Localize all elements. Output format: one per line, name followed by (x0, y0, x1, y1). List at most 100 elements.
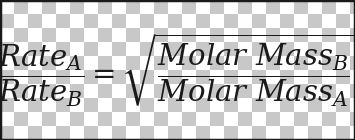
Bar (14, 98, 28, 112)
Bar (140, 112, 154, 126)
Bar (126, 42, 140, 56)
Bar (252, 0, 266, 14)
Bar (56, 70, 70, 84)
Text: $\dfrac{\mathit{Rate}_A}{\mathit{Rate}_B} = \sqrt{\dfrac{\mathit{Molar\ Mass}_B}: $\dfrac{\mathit{Rate}_A}{\mathit{Rate}_B… (0, 31, 355, 109)
Bar (140, 56, 154, 70)
Bar (210, 28, 224, 42)
Bar (42, 98, 56, 112)
Bar (14, 14, 28, 28)
Bar (154, 98, 168, 112)
Bar (336, 0, 350, 14)
Bar (350, 70, 355, 84)
Bar (224, 126, 238, 140)
Bar (56, 126, 70, 140)
Bar (140, 0, 154, 14)
Bar (28, 28, 42, 42)
Bar (238, 28, 252, 42)
Bar (266, 98, 280, 112)
Bar (98, 126, 112, 140)
Bar (84, 126, 98, 140)
Bar (98, 42, 112, 56)
Bar (42, 112, 56, 126)
Bar (266, 56, 280, 70)
Bar (308, 42, 322, 56)
Bar (196, 70, 210, 84)
Bar (14, 56, 28, 70)
Bar (182, 0, 196, 14)
Bar (224, 14, 238, 28)
Bar (28, 56, 42, 70)
Bar (0, 0, 14, 14)
Bar (280, 56, 294, 70)
Bar (84, 84, 98, 98)
Bar (42, 84, 56, 98)
Bar (70, 84, 84, 98)
Bar (168, 112, 182, 126)
Bar (322, 56, 336, 70)
Bar (0, 112, 14, 126)
Bar (182, 70, 196, 84)
Bar (308, 0, 322, 14)
Bar (266, 14, 280, 28)
Bar (112, 98, 126, 112)
Bar (70, 0, 84, 14)
Bar (196, 98, 210, 112)
Bar (294, 70, 308, 84)
Bar (56, 42, 70, 56)
Bar (98, 14, 112, 28)
Bar (42, 42, 56, 56)
Bar (266, 0, 280, 14)
Bar (0, 28, 14, 42)
Bar (126, 14, 140, 28)
Bar (140, 84, 154, 98)
Bar (154, 84, 168, 98)
Bar (280, 70, 294, 84)
Bar (56, 112, 70, 126)
Bar (28, 84, 42, 98)
Bar (56, 98, 70, 112)
Bar (182, 28, 196, 42)
Bar (266, 84, 280, 98)
Bar (0, 84, 14, 98)
Bar (98, 56, 112, 70)
Bar (252, 28, 266, 42)
Bar (350, 0, 355, 14)
Bar (308, 84, 322, 98)
Bar (280, 42, 294, 56)
Bar (28, 126, 42, 140)
Bar (350, 112, 355, 126)
Bar (308, 126, 322, 140)
Bar (322, 70, 336, 84)
Bar (126, 28, 140, 42)
Bar (70, 98, 84, 112)
Bar (266, 112, 280, 126)
Bar (84, 112, 98, 126)
Bar (294, 0, 308, 14)
Bar (182, 14, 196, 28)
Bar (98, 112, 112, 126)
Bar (154, 0, 168, 14)
Bar (84, 98, 98, 112)
Bar (210, 70, 224, 84)
Bar (14, 70, 28, 84)
Bar (294, 14, 308, 28)
Bar (84, 14, 98, 28)
Bar (252, 112, 266, 126)
Bar (84, 28, 98, 42)
Bar (210, 56, 224, 70)
Bar (280, 98, 294, 112)
Bar (112, 28, 126, 42)
Bar (84, 56, 98, 70)
Bar (70, 56, 84, 70)
Bar (224, 98, 238, 112)
Bar (196, 28, 210, 42)
Bar (252, 126, 266, 140)
Bar (14, 84, 28, 98)
Bar (140, 70, 154, 84)
Bar (0, 98, 14, 112)
Bar (14, 112, 28, 126)
Bar (322, 126, 336, 140)
Bar (350, 28, 355, 42)
Bar (280, 112, 294, 126)
Bar (322, 0, 336, 14)
